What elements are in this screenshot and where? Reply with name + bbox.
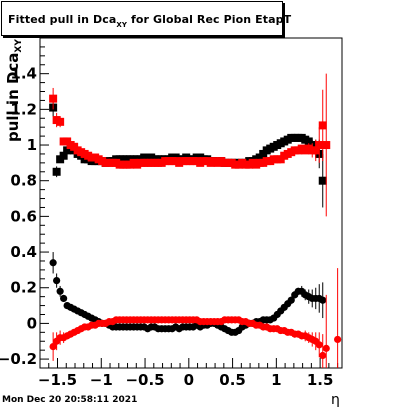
- x-tick-label: −1.5: [38, 371, 77, 389]
- y-axis-label: pull in DcaXY: [4, 39, 24, 142]
- y-tick-label: −0.2: [0, 350, 37, 368]
- data-point: [315, 341, 323, 349]
- y-tick-label: 0.2: [10, 279, 37, 297]
- data-point: [318, 121, 327, 130]
- data-point: [287, 296, 295, 304]
- y-tick-label: 1.2: [10, 100, 37, 118]
- data-point: [315, 141, 324, 150]
- data-point: [334, 335, 342, 344]
- data-point: [49, 259, 57, 267]
- data-point: [318, 176, 327, 185]
- data-point: [59, 151, 68, 160]
- y-tick-label: 0.8: [10, 172, 37, 190]
- y-tick-label: 0.6: [10, 207, 37, 225]
- data-point: [49, 94, 58, 103]
- y-tick-label: 0.4: [10, 243, 37, 261]
- data-point: [53, 276, 61, 285]
- x-tick-label: −0.5: [125, 371, 164, 389]
- y-tick-label: 1: [27, 136, 37, 154]
- x-tick-label: 0: [184, 371, 194, 389]
- chart-title: Fitted pull in DcaXY for Global Rec Pion…: [8, 13, 292, 29]
- x-tick-label: −1: [90, 371, 113, 389]
- data-point: [322, 344, 330, 352]
- data-point: [52, 167, 61, 176]
- y-tick-label: 0: [27, 314, 37, 332]
- data-point: [49, 342, 57, 351]
- data-point: [56, 117, 65, 126]
- data-point: [56, 287, 64, 295]
- x-tick-label: 1.5: [307, 371, 334, 389]
- data-point: [60, 294, 68, 303]
- data-point: [319, 296, 327, 304]
- data-point: [311, 146, 320, 155]
- chart-title-box: Fitted pull in DcaXY for Global Rec Pion…: [1, 1, 291, 36]
- x-tick-label: 1: [271, 371, 281, 389]
- data-point: [319, 351, 327, 360]
- chart-title-tail: for Global Rec Pion EtapT: [127, 13, 292, 26]
- y-axis-label-main: pull in Dca: [4, 52, 22, 142]
- chart-title-main: Fitted pull in Dca: [8, 13, 117, 26]
- x-axis-label: η: [331, 392, 340, 408]
- y-tick-label: 1.4: [10, 65, 37, 83]
- timestamp: Mon Dec 20 20:58:11 2021: [2, 395, 138, 405]
- x-tick-label: 0.5: [219, 371, 246, 389]
- plot-frame: [39, 37, 343, 369]
- data-point: [322, 141, 331, 150]
- chart-title-subscript: XY: [116, 21, 128, 29]
- y-axis-label-subscript: XY: [14, 39, 24, 53]
